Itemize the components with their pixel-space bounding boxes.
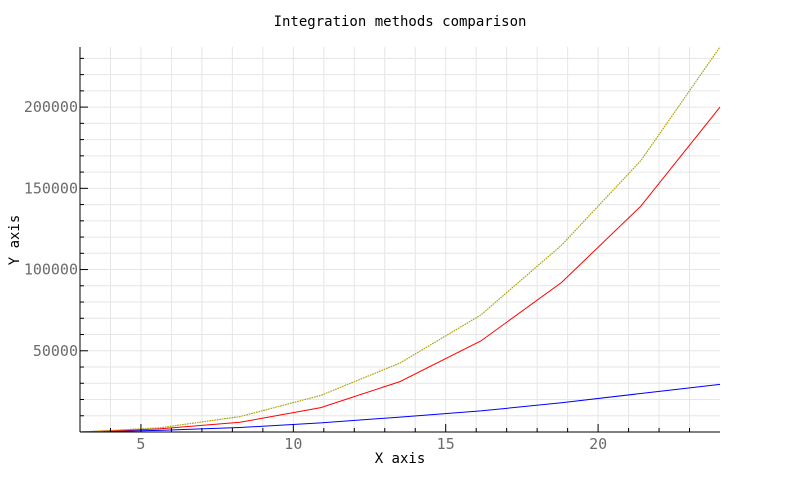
series-line-4 <box>79 46 721 433</box>
series-layer <box>79 46 721 433</box>
series-line-3 <box>79 46 721 433</box>
chart-title: Integration methods comparison <box>274 14 527 30</box>
grid <box>80 47 720 432</box>
series-line-2 <box>79 106 721 433</box>
x-tick-label: 20 <box>589 435 607 453</box>
y-tick-label: 50000 <box>33 342 78 360</box>
x-tick-label: 5 <box>136 435 145 453</box>
x-tick-label: 10 <box>284 435 302 453</box>
x-tick-label: 15 <box>437 435 455 453</box>
y-tick-label: 200000 <box>24 98 78 116</box>
x-axis-label: X axis <box>375 451 426 467</box>
tick-labels: 5 10 15 20 50000 100000 150000 200000 <box>24 98 607 453</box>
y-tick-label: 100000 <box>24 261 78 279</box>
axes <box>79 47 720 433</box>
y-axis-label: Y axis <box>7 215 23 266</box>
y-tick-label: 150000 <box>24 179 78 197</box>
series-line-1 <box>79 383 721 433</box>
